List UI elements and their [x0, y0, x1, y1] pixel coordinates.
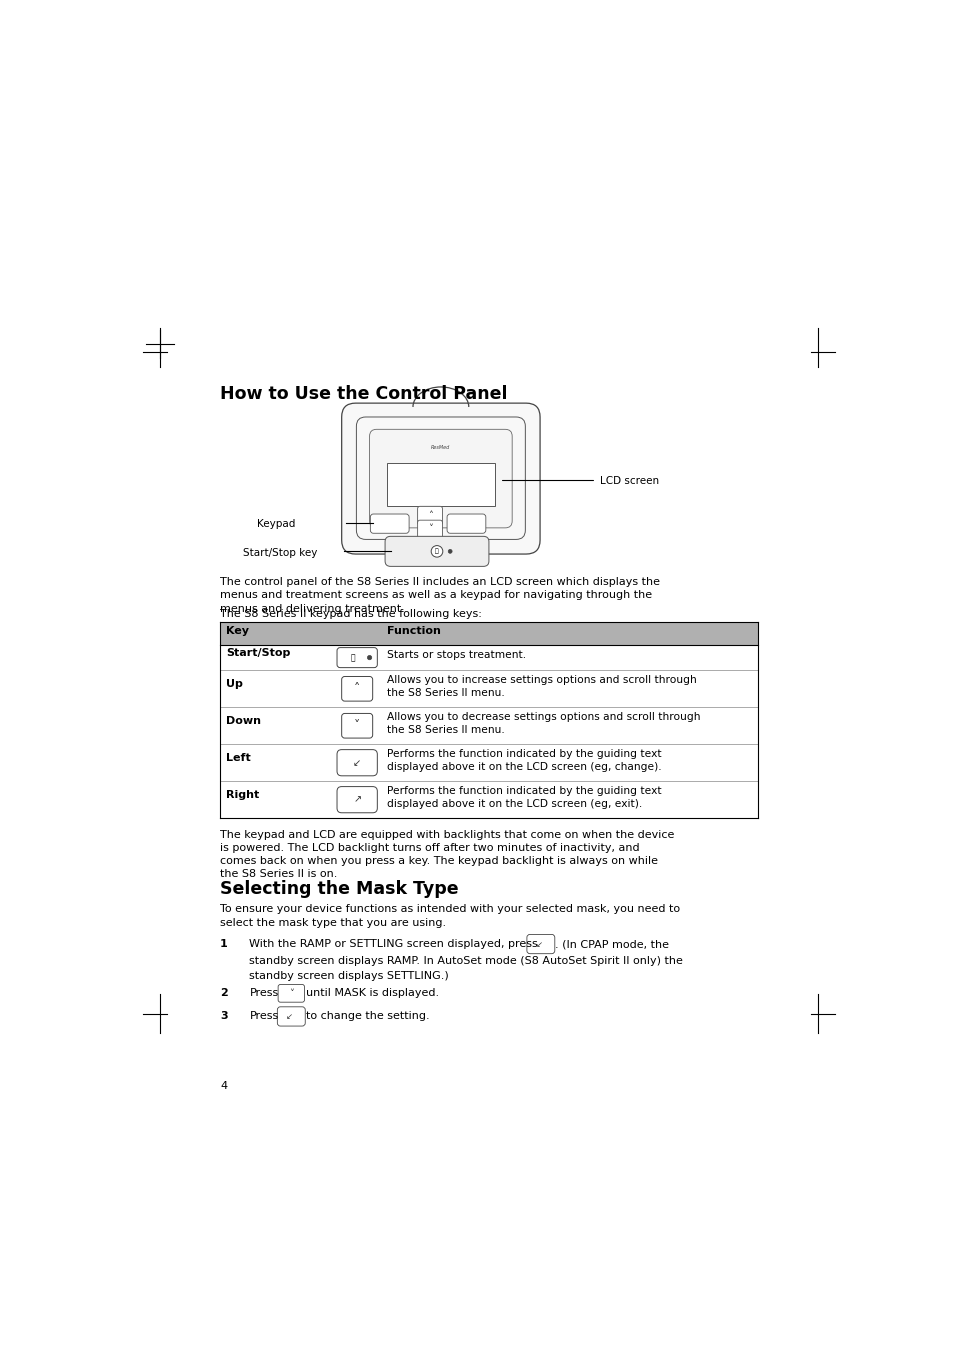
Bar: [220, 670, 757, 708]
Circle shape: [367, 655, 372, 659]
FancyBboxPatch shape: [277, 1006, 305, 1025]
Text: Keypad: Keypad: [257, 519, 295, 530]
Text: Left: Left: [226, 753, 251, 763]
Bar: [220, 744, 757, 781]
FancyBboxPatch shape: [341, 713, 373, 738]
Text: standby screen displays RAMP. In AutoSet mode (S8 AutoSet Spirit II only) the: standby screen displays RAMP. In AutoSet…: [249, 957, 682, 966]
Text: With the RAMP or SETTLING screen displayed, press: With the RAMP or SETTLING screen display…: [249, 939, 537, 948]
FancyBboxPatch shape: [370, 513, 409, 534]
Text: ˄: ˄: [427, 511, 432, 520]
Text: ↗: ↗: [353, 794, 361, 805]
Text: ˄: ˄: [354, 682, 360, 696]
Text: ⏻: ⏻: [435, 549, 438, 554]
Text: standby screen displays SETTLING.): standby screen displays SETTLING.): [249, 971, 449, 981]
FancyBboxPatch shape: [341, 677, 373, 701]
Text: Performs the function indicated by the guiding text
displayed above it on the LC: Performs the function indicated by the g…: [386, 786, 660, 809]
FancyBboxPatch shape: [417, 520, 442, 539]
Text: Press: Press: [249, 1012, 278, 1021]
Text: 4: 4: [220, 1081, 227, 1090]
Text: The keypad and LCD are equipped with backlights that come on when the device
is : The keypad and LCD are equipped with bac…: [220, 830, 674, 880]
FancyBboxPatch shape: [336, 647, 377, 667]
Text: Start/Stop key: Start/Stop key: [243, 547, 317, 558]
Text: LCD screen: LCD screen: [599, 476, 659, 485]
Text: ˅: ˅: [354, 719, 360, 732]
Bar: [220, 708, 757, 744]
Bar: [220, 621, 757, 644]
FancyBboxPatch shape: [526, 935, 555, 954]
Text: Allows you to decrease settings options and scroll through
the S8 Series II menu: Allows you to decrease settings options …: [386, 712, 700, 735]
Text: Selecting the Mask Type: Selecting the Mask Type: [220, 880, 458, 898]
Circle shape: [448, 550, 452, 554]
Text: 1: 1: [220, 939, 228, 948]
Bar: [220, 781, 757, 819]
Text: until MASK is displayed.: until MASK is displayed.: [306, 989, 438, 998]
FancyBboxPatch shape: [385, 536, 488, 566]
Text: To ensure your device functions as intended with your selected mask, you need to: To ensure your device functions as inten…: [220, 904, 679, 928]
Circle shape: [431, 546, 442, 557]
Text: Key: Key: [226, 626, 249, 636]
FancyBboxPatch shape: [336, 750, 377, 775]
Text: Press: Press: [249, 989, 278, 998]
Text: ResMed: ResMed: [431, 446, 450, 450]
Text: ↙: ↙: [536, 940, 542, 948]
Text: Starts or stops treatment.: Starts or stops treatment.: [386, 650, 525, 659]
FancyBboxPatch shape: [369, 430, 512, 528]
FancyBboxPatch shape: [336, 786, 377, 813]
FancyBboxPatch shape: [417, 507, 442, 524]
Text: Performs the function indicated by the guiding text
displayed above it on the LC: Performs the function indicated by the g…: [386, 748, 660, 771]
Bar: [386, 463, 495, 505]
Text: ˅: ˅: [427, 524, 432, 535]
Text: Start/Stop: Start/Stop: [226, 648, 291, 658]
FancyBboxPatch shape: [447, 513, 485, 534]
Text: How to Use the Control Panel: How to Use the Control Panel: [220, 385, 507, 403]
Bar: [220, 644, 757, 670]
Text: The S8 Series II keypad has the following keys:: The S8 Series II keypad has the followin…: [220, 609, 481, 620]
FancyBboxPatch shape: [341, 403, 539, 554]
Text: 2: 2: [220, 989, 228, 998]
Text: Right: Right: [226, 790, 259, 800]
Text: ↙: ↙: [286, 1012, 293, 1021]
Text: Allows you to increase settings options and scroll through
the S8 Series II menu: Allows you to increase settings options …: [386, 676, 696, 698]
Text: Down: Down: [226, 716, 261, 725]
Text: . (In CPAP mode, the: . (In CPAP mode, the: [555, 939, 668, 948]
FancyBboxPatch shape: [356, 417, 525, 539]
Text: The control panel of the S8 Series II includes an LCD screen which displays the
: The control panel of the S8 Series II in…: [220, 577, 659, 613]
Text: ⏻: ⏻: [350, 653, 355, 662]
FancyBboxPatch shape: [278, 985, 304, 1002]
Text: to change the setting.: to change the setting.: [306, 1012, 429, 1021]
Text: 3: 3: [220, 1012, 228, 1021]
Text: Up: Up: [226, 680, 243, 689]
Text: ↙: ↙: [353, 758, 361, 767]
Text: ˅: ˅: [289, 989, 294, 998]
Text: Function: Function: [386, 626, 440, 636]
